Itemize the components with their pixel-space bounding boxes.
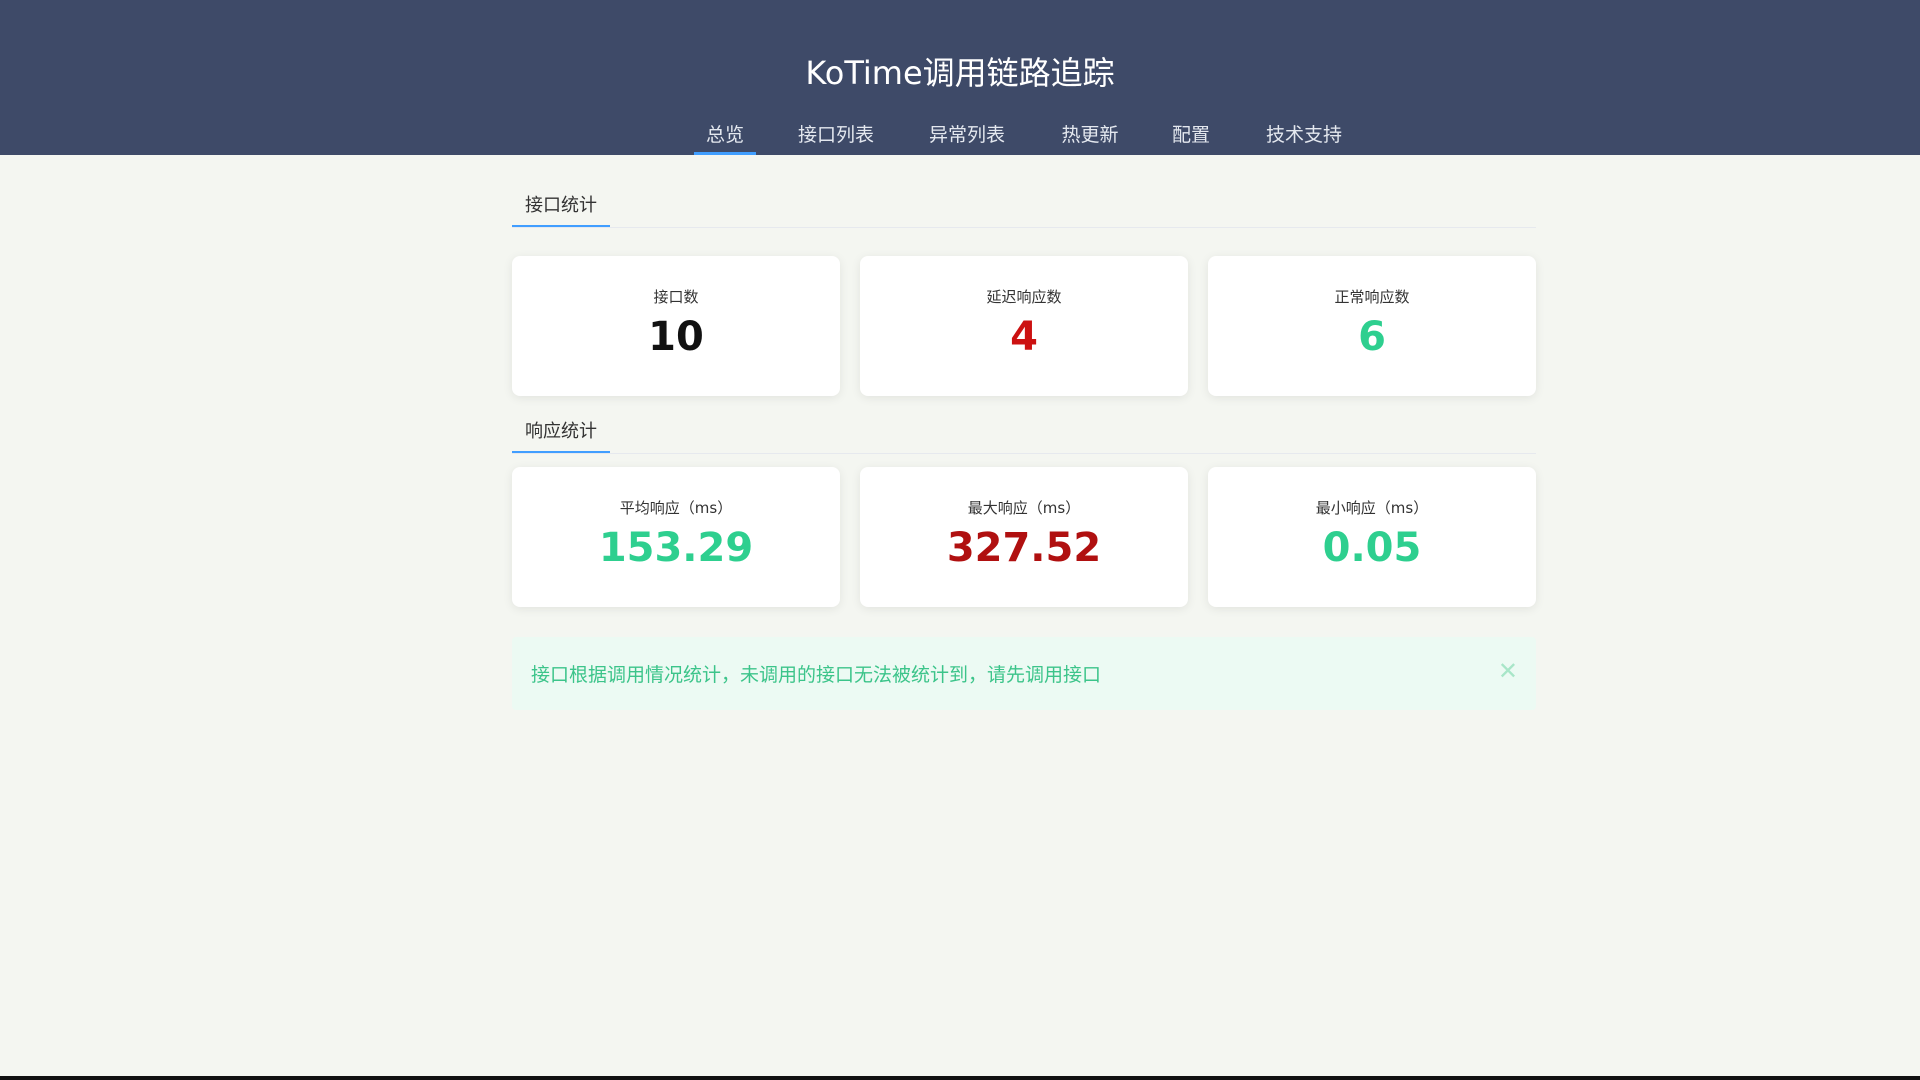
close-icon[interactable]: ✕ xyxy=(1497,657,1518,685)
card-label: 接口数 xyxy=(653,288,699,306)
card-delayed-count: 延迟响应数 4 xyxy=(860,256,1188,396)
info-alert: 接口根据调用情况统计，未调用的接口无法被统计到，请先调用接口 ✕ xyxy=(512,637,1536,710)
alert-message: 接口根据调用情况统计，未调用的接口无法被统计到，请先调用接口 xyxy=(531,664,1102,686)
bottom-border xyxy=(0,1076,1920,1080)
tab-config[interactable]: 配置 xyxy=(1171,124,1211,146)
nav-tabs: 总览 接口列表 异常列表 热更新 配置 技术支持 xyxy=(0,120,1920,155)
card-avg-response: 平均响应（ms） 153.29 xyxy=(512,467,840,607)
section-title: 响应统计 xyxy=(512,419,610,453)
card-value: 6 xyxy=(1358,314,1386,360)
card-interface-count: 接口数 10 xyxy=(512,256,840,396)
tab-interface-list[interactable]: 接口列表 xyxy=(797,124,875,146)
card-value: 0.05 xyxy=(1322,525,1422,571)
header: KoTime调用链路追踪 总览 接口列表 异常列表 热更新 配置 技术支持 xyxy=(0,0,1920,155)
tab-tech-support[interactable]: 技术支持 xyxy=(1265,124,1343,146)
card-label: 最大响应（ms） xyxy=(967,499,1081,517)
section-response-stats: 响应统计 xyxy=(512,419,1536,454)
tab-exception-list[interactable]: 异常列表 xyxy=(928,124,1006,146)
section-title: 接口统计 xyxy=(512,193,610,227)
card-max-response: 最大响应（ms） 327.52 xyxy=(860,467,1188,607)
card-value: 153.29 xyxy=(598,525,754,571)
card-label: 延迟响应数 xyxy=(986,288,1062,306)
section-interface-stats: 接口统计 xyxy=(512,193,1536,228)
card-label: 平均响应（ms） xyxy=(619,499,733,517)
tab-hot-update[interactable]: 热更新 xyxy=(1061,124,1119,146)
card-value: 327.52 xyxy=(946,525,1102,571)
card-min-response: 最小响应（ms） 0.05 xyxy=(1208,467,1536,607)
card-value: 10 xyxy=(648,314,704,360)
card-value: 4 xyxy=(1010,314,1038,360)
card-label: 正常响应数 xyxy=(1334,288,1410,306)
tab-overview[interactable]: 总览 xyxy=(693,120,757,155)
app-title: KoTime调用链路追踪 xyxy=(805,54,1115,92)
card-normal-count: 正常响应数 6 xyxy=(1208,256,1536,396)
card-label: 最小响应（ms） xyxy=(1315,499,1429,517)
